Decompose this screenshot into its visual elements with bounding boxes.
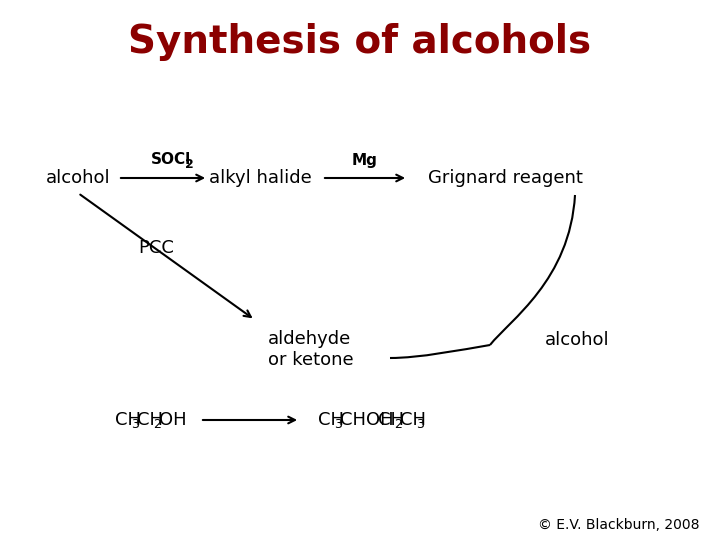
Text: PCC: PCC [138,239,174,257]
Text: CHOH: CHOH [340,411,394,429]
Text: alkyl halide: alkyl halide [209,169,311,187]
Text: Mg: Mg [352,152,378,167]
Text: CH: CH [137,411,163,429]
Text: alcohol: alcohol [545,331,610,349]
Text: 3: 3 [131,418,139,431]
Text: 2: 2 [394,418,402,431]
Text: aldehyde
or ketone: aldehyde or ketone [268,330,354,369]
Text: Synthesis of alcohols: Synthesis of alcohols [128,23,592,61]
Text: OH: OH [159,411,186,429]
Text: Grignard reagent: Grignard reagent [428,169,582,187]
Text: CH: CH [378,411,404,429]
Text: © E.V. Blackburn, 2008: © E.V. Blackburn, 2008 [539,518,700,532]
Text: CH: CH [318,411,344,429]
Text: CH: CH [400,411,426,429]
Text: SOCl: SOCl [151,152,192,167]
Text: 3: 3 [416,418,424,431]
Text: 2: 2 [153,418,161,431]
Text: CH: CH [115,411,141,429]
Text: alcohol: alcohol [45,169,110,187]
Text: 2: 2 [185,159,194,172]
Text: 3: 3 [334,418,342,431]
